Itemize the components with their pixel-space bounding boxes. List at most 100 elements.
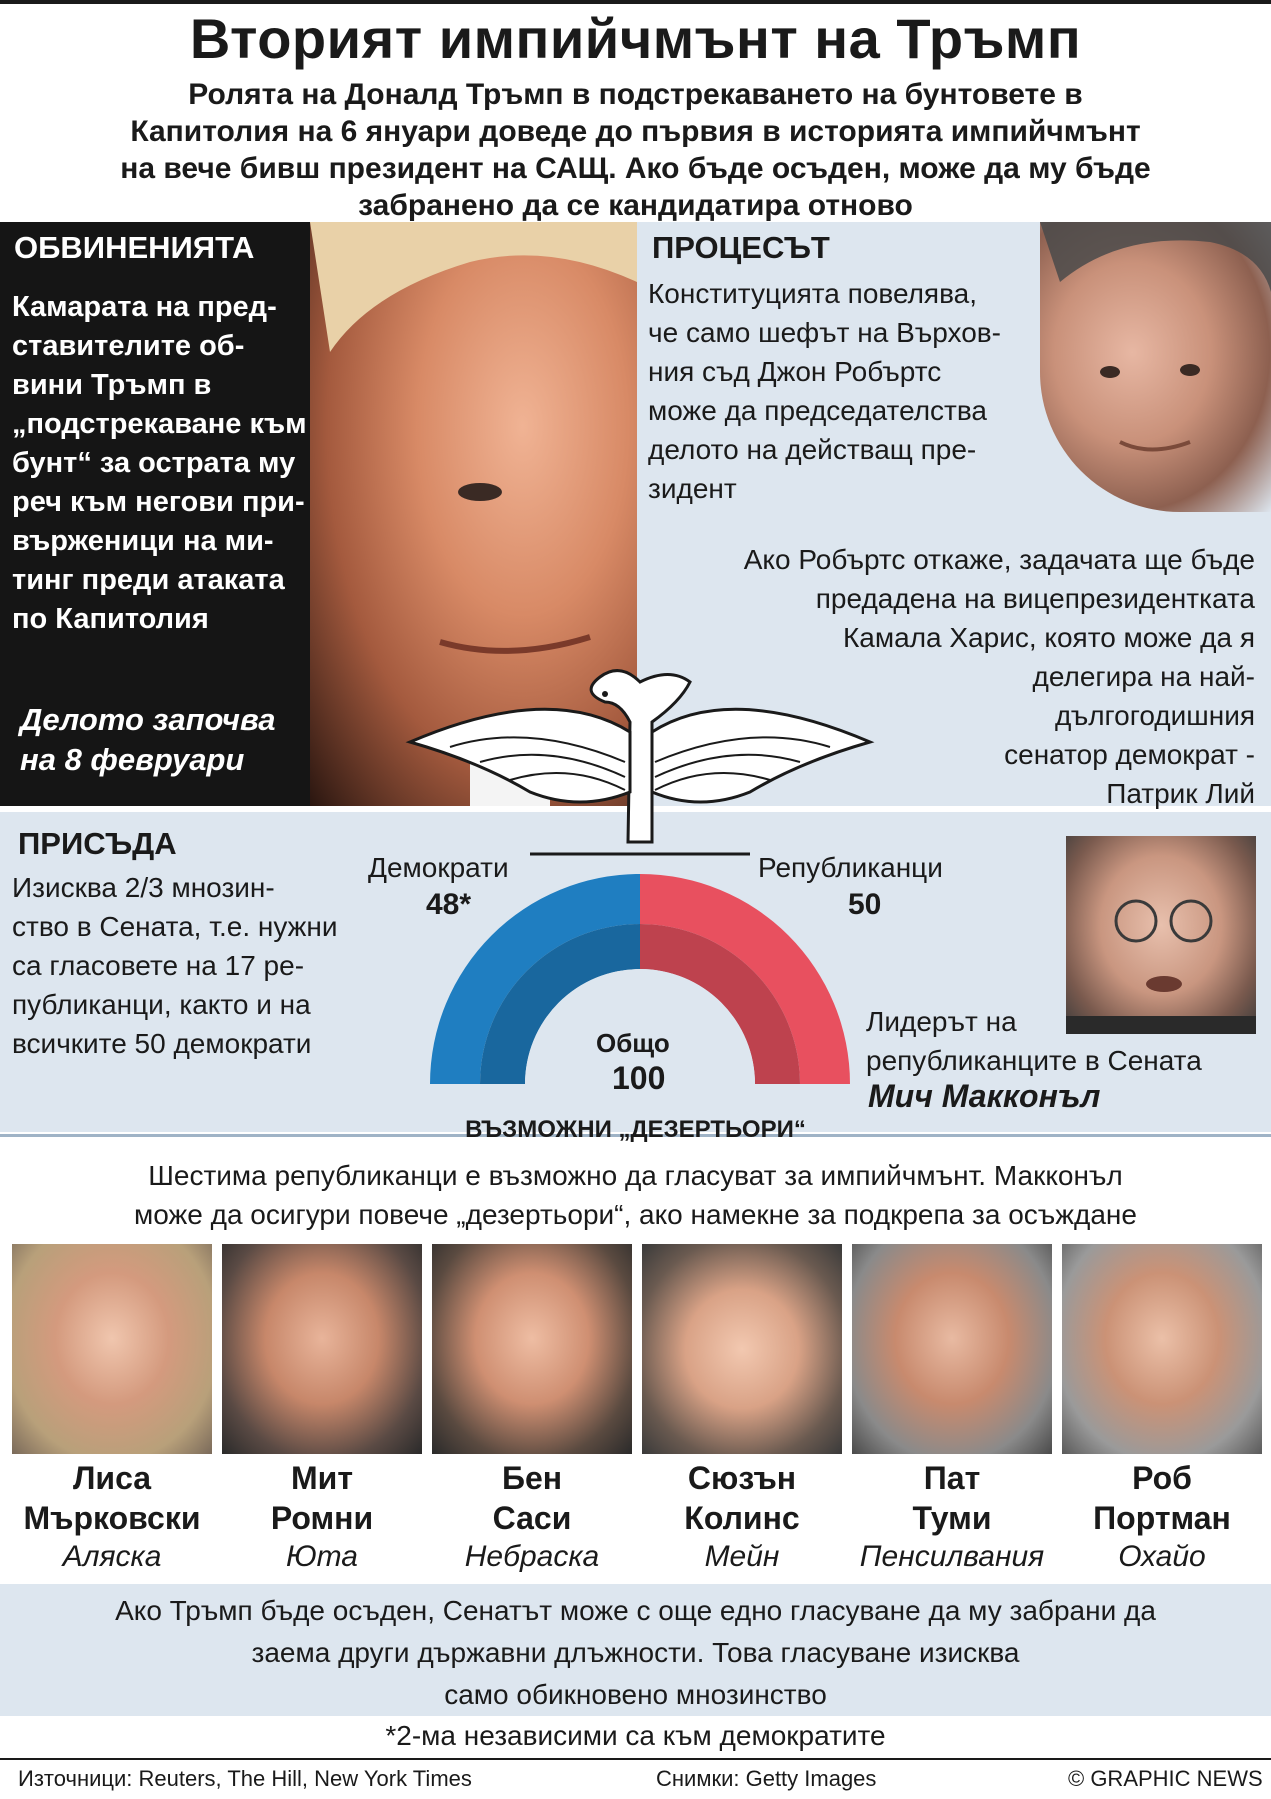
charges-line: Камарата на пред- <box>12 291 277 323</box>
dem-label: Демократи <box>368 852 509 883</box>
verdict-heading: ПРИСЪДА <box>18 826 177 861</box>
verdict-line: ство в Сената, т.е. нужни <box>12 911 338 942</box>
copyright: © GRAPHIC NEWS <box>1068 1766 1263 1791</box>
charges-line: бунт“ за острата му <box>12 447 296 479</box>
charges-line: ставителите об- <box>12 330 245 362</box>
page-title: Вторият импийчмънт на Тръмп <box>189 7 1082 70</box>
defectors-rule <box>0 1134 1271 1137</box>
senate-arc-republicans <box>640 874 850 1084</box>
senator-photo-portman <box>1062 1244 1262 1454</box>
senator-first-name: Сюзън <box>687 1460 797 1496</box>
subtitle-line: Капитолия на 6 януари доведе до първия в… <box>130 115 1141 148</box>
senator-first-name: Бен <box>501 1460 563 1496</box>
leader-caption-line: републиканците в Сената <box>866 1045 1202 1076</box>
senator-first-name: Лиса <box>72 1460 152 1496</box>
senator-first-name: Роб <box>1132 1460 1192 1496</box>
subtitle-line: Ролята на Доналд Тръмп в подстрекаването… <box>188 78 1083 111</box>
charges-line: вини Тръмп в <box>12 369 212 401</box>
roberts-photo <box>1040 222 1271 512</box>
defectors-heading: ВЪЗМОЖНИ „ДЕЗЕРТЬОРИ“ <box>465 1116 806 1143</box>
charges-line: по Капитолия <box>12 603 209 635</box>
footnote: *2-ма независими са към демократите <box>385 1720 886 1751</box>
eagle-icon <box>405 669 875 856</box>
trial-start-line: на 8 февруари <box>20 742 245 777</box>
senator-first-name: Пат <box>923 1460 981 1496</box>
charges-text: Камарата на пред- ставителите об- вини Т… <box>12 288 372 639</box>
conviction-panel <box>0 1584 1271 1716</box>
defectors-intro: Шестима републиканци е възможно да гласу… <box>0 1156 1271 1234</box>
conviction-line: заема други държавни длъжности. Това гла… <box>251 1637 1020 1668</box>
rep-label: Републиканци <box>758 852 943 883</box>
senator-first-name: Мит <box>291 1460 353 1496</box>
process-line: делото на действащ пре- <box>648 434 977 465</box>
charges-heading: ОБВИНЕНИЯТА <box>14 230 255 265</box>
process-line: зидент <box>648 473 737 504</box>
photo-credit: Снимки: Getty Images <box>656 1766 877 1791</box>
process-line: Патрик Лий <box>1106 778 1255 809</box>
verdict-line: публиканци, както и на <box>12 989 311 1020</box>
senator-last-name: Саси <box>492 1500 572 1536</box>
conviction-line: Ако Тръмп бъде осъден, Сенатът може с ощ… <box>115 1595 1156 1626</box>
trial-start: Делото започва на 8 февруари <box>20 700 276 780</box>
conviction-text: Ако Тръмп бъде осъден, Сенатът може с ощ… <box>0 1590 1271 1716</box>
senator-last-name: Колинс <box>684 1500 800 1536</box>
senator-last-name: Туми <box>912 1500 992 1536</box>
charges-line: „подстрекаване към <box>12 408 307 440</box>
bottom-rule <box>0 1758 1271 1760</box>
senator-state: Аляска <box>62 1540 162 1573</box>
total-label: Общо <box>596 1028 670 1058</box>
charges-line: върженици на ми- <box>12 525 274 557</box>
rep-value: 50 <box>848 888 882 921</box>
process-line: сенатор демократ - <box>1004 739 1255 770</box>
sources: Източници: Reuters, The Hill, New York T… <box>18 1766 472 1791</box>
process-line: Конституцията повелява, <box>648 278 977 309</box>
senator-photo-toomey <box>852 1244 1052 1454</box>
process-line: че само шефът на Върхов- <box>648 317 1001 348</box>
senator-last-name: Ромни <box>270 1500 374 1536</box>
trump-photo <box>310 222 637 806</box>
verdict-line: са гласовете на 17 ре- <box>12 950 305 981</box>
page-subtitle: Ролята на Доналд Тръмп в подстрекаването… <box>10 76 1261 224</box>
senator-photo-sasse <box>432 1244 632 1454</box>
senator-last-name: Мърковски <box>23 1500 201 1536</box>
senator-state: Юта <box>285 1540 358 1573</box>
verdict-line: всичките 50 демократи <box>12 1028 312 1059</box>
roberts-portrait-icon <box>1040 222 1271 452</box>
process-text-1: Конституцията повелява, че само шефът на… <box>648 274 1068 508</box>
charges-line: тинг преди атаката <box>12 564 285 596</box>
senate-arc-democrats <box>430 874 640 1084</box>
leader-caption-line: Лидерът на <box>866 1006 1017 1037</box>
senator-state: Небраска <box>464 1540 600 1573</box>
defectors-intro-line: може да осигури повече „дезертьори“, ако… <box>134 1199 1137 1230</box>
conviction-line: само обикновено мнозинство <box>444 1679 827 1710</box>
process-line: Ако Робъртс откаже, задачата ще бъде <box>743 544 1255 575</box>
leader-name: Мич Макконъл <box>868 1078 1101 1114</box>
senator-card-collins: Сюзън Колинс Мейн <box>632 1458 852 1576</box>
senator-photo-collins <box>642 1244 842 1454</box>
dem-value: 48* <box>426 888 472 921</box>
mcconnell-photo <box>1066 836 1256 1034</box>
process-line: предадена на вицепрезидентката <box>815 583 1255 614</box>
senator-card-sasse: Бен Саси Небраска <box>422 1458 642 1576</box>
process-text-2: Ако Робъртс откаже, задачата ще бъде пре… <box>637 540 1255 813</box>
subtitle-line: на вече бивш президент на САЩ. Ако бъде … <box>120 152 1151 185</box>
senator-photo-romney <box>222 1244 422 1454</box>
defectors-intro-line: Шестима републиканци е възможно да гласу… <box>148 1160 1123 1191</box>
senate-arc-inner-republicans <box>640 924 800 1084</box>
senator-card-romney: Мит Ромни Юта <box>212 1458 432 1576</box>
verdict-line: Изисква 2/3 мнозин- <box>12 872 275 903</box>
process-line: делегира на най- <box>1032 661 1255 692</box>
top-rule <box>0 0 1271 4</box>
verdict-text: Изисква 2/3 мнозин- ство в Сената, т.е. … <box>12 868 392 1063</box>
senator-card-toomey: Пат Туми Пенсилвания <box>832 1458 1072 1576</box>
process-line: Камала Харис, която може да я <box>842 622 1255 653</box>
senator-state: Мейн <box>704 1540 780 1573</box>
total-value: 100 <box>612 1060 666 1096</box>
senator-photo-murkowski <box>12 1244 212 1454</box>
process-line: може да председателства <box>648 395 988 426</box>
process-line: дългогодишния <box>1055 700 1255 731</box>
senator-card-portman: Роб Портман Охайо <box>1056 1458 1268 1576</box>
senate-chart <box>430 874 850 1084</box>
process-heading: ПРОЦЕСЪТ <box>652 230 830 265</box>
leader-caption: Лидерът на републиканците в Сената <box>866 1002 1266 1080</box>
